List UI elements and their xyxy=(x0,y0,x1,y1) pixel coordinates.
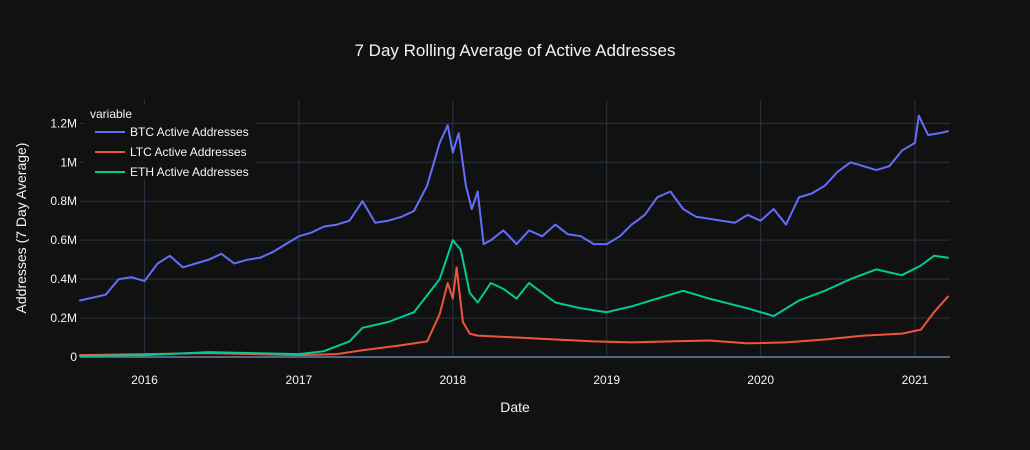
x-tick-label: 2021 xyxy=(902,373,929,387)
y-tick-label: 0.6M xyxy=(50,233,77,247)
x-tick-label: 2016 xyxy=(131,373,158,387)
y-tick-label: 1M xyxy=(60,155,77,169)
legend-title: variable xyxy=(90,107,132,121)
y-axis-title: Addresses (7 Day Average) xyxy=(13,143,29,314)
tick-labels: 2016 2017 2018 2019 2020 2021 0 0.2M 0.4M 0.6M 0.8… xyxy=(50,116,928,387)
y-tick-label: 0.2M xyxy=(50,311,77,325)
x-tick-label: 2020 xyxy=(747,373,774,387)
series-line-btc-active-addresses xyxy=(79,114,949,302)
y-tick-label: 1.2M xyxy=(50,116,77,130)
x-tick-label: 2017 xyxy=(286,373,313,387)
legend-item-label[interactable]: ETH Active Addresses xyxy=(130,165,249,179)
series-line-ltc-active-addresses xyxy=(79,266,949,357)
chart-title: 7 Day Rolling Average of Active Addresse… xyxy=(355,41,676,60)
y-tick-label: 0.4M xyxy=(50,272,77,286)
y-tick-label: 0 xyxy=(70,350,77,364)
x-axis-title: Date xyxy=(500,399,530,415)
legend-item-label[interactable]: LTC Active Addresses xyxy=(130,145,247,159)
legend-items: BTC Active Addresses LTC Active Addresses… xyxy=(95,125,249,179)
legend[interactable]: variable BTC Active Addresses LTC Active … xyxy=(84,104,256,180)
x-tick-label: 2019 xyxy=(593,373,620,387)
x-tick-label: 2018 xyxy=(439,373,466,387)
y-tick-label: 0.8M xyxy=(50,194,77,208)
legend-background xyxy=(84,104,256,180)
series-line-eth-active-addresses xyxy=(79,239,949,357)
series-layer xyxy=(79,114,949,357)
legend-item-label[interactable]: BTC Active Addresses xyxy=(130,125,249,139)
